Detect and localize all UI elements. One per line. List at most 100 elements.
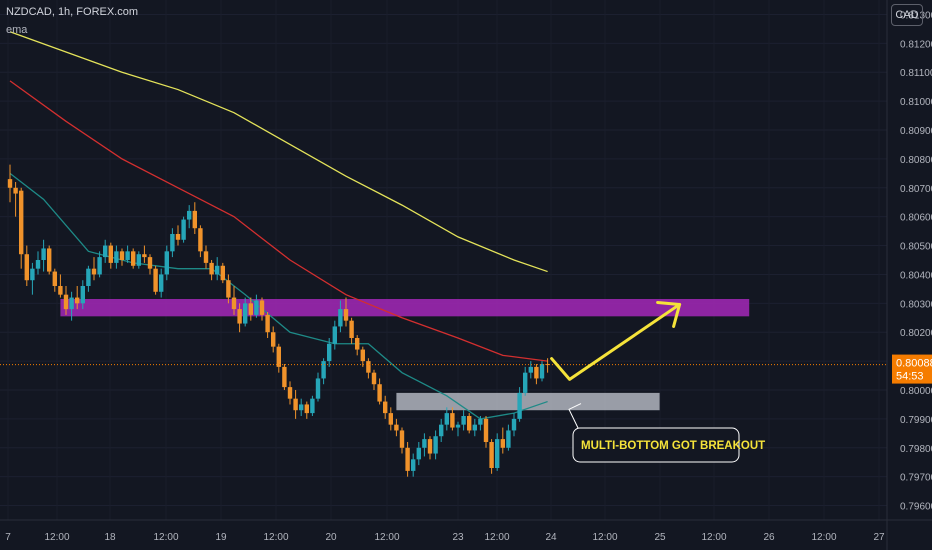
price-tag-bg	[892, 354, 932, 384]
candle-body	[198, 228, 203, 252]
projection-arrow	[550, 300, 682, 381]
candle-body	[136, 254, 141, 266]
candle-body	[159, 274, 164, 292]
candle-body	[248, 303, 253, 315]
candle-body	[30, 268, 35, 281]
candle-body	[371, 372, 377, 385]
candle-body	[506, 430, 511, 448]
candle-body	[299, 404, 304, 411]
candle-body	[450, 413, 455, 428]
candle-body	[254, 300, 259, 315]
candle-body	[472, 424, 477, 431]
candle-body	[304, 404, 309, 414]
callout-box	[572, 427, 740, 463]
candle-body	[332, 326, 337, 344]
candle-body	[534, 366, 539, 379]
candle-body	[511, 418, 517, 431]
candle-body	[282, 366, 287, 388]
candle-body	[69, 297, 74, 310]
candle-body	[226, 280, 231, 298]
candle-body	[287, 387, 293, 399]
candle-body	[495, 439, 500, 468]
time-tick-label: 25	[654, 532, 666, 543]
candle-body	[411, 459, 416, 471]
candle-body	[24, 254, 29, 281]
candle-body	[203, 251, 209, 263]
candle-body	[271, 332, 276, 347]
candle-body	[327, 343, 332, 362]
candle-body	[355, 338, 360, 350]
candles-layer	[7, 164, 550, 477]
time-tick-label: 12:00	[811, 532, 836, 543]
candle-body	[405, 447, 410, 471]
candle-body	[13, 187, 18, 194]
ema-line	[9, 31, 548, 273]
price-tag-value: 0.80088	[896, 358, 932, 370]
candle-body	[187, 210, 192, 220]
candle-body	[243, 303, 248, 324]
candle-body	[108, 245, 113, 263]
candle-body	[383, 401, 388, 414]
candle-body	[517, 392, 522, 419]
candle-body	[315, 378, 321, 399]
candle-body	[539, 364, 545, 379]
candle-body	[366, 361, 371, 373]
candle-body	[119, 251, 125, 260]
candle-body	[19, 190, 24, 255]
candle-body	[377, 384, 382, 402]
candle-body	[97, 257, 102, 275]
symbol-title[interactable]: NZDCAD, 1h, FOREX.com	[6, 6, 139, 18]
candle-body	[399, 430, 405, 448]
candle-body	[523, 372, 528, 393]
candle-body	[416, 447, 421, 460]
candle-body	[35, 260, 41, 269]
time-tick-label: 12:00	[701, 532, 726, 543]
time-tick-label: 19	[215, 532, 227, 543]
candle-body	[215, 265, 220, 275]
candle-body	[427, 439, 433, 454]
candle-body	[41, 248, 46, 260]
candle-body	[439, 424, 444, 437]
candle-body	[489, 442, 494, 468]
candle-body	[209, 262, 214, 275]
candle-body	[237, 309, 242, 324]
time-tick-label: 12:00	[44, 532, 69, 543]
candle-body	[80, 286, 85, 304]
ema-line	[9, 80, 548, 362]
candle-body	[220, 265, 225, 281]
candle-body	[276, 346, 281, 367]
time-tick-label: 18	[104, 532, 116, 543]
price-tag: 0.80088 54:53	[892, 354, 932, 384]
candle-body	[86, 268, 91, 286]
candle-body	[338, 309, 343, 327]
candle-body	[47, 248, 52, 272]
currency-button[interactable]: CAD	[891, 4, 923, 26]
candle-body	[52, 271, 57, 286]
candle-body	[181, 219, 186, 240]
price-tick-label: 0.81100	[900, 68, 932, 79]
candle-body	[58, 286, 63, 295]
candle-body	[360, 349, 365, 362]
ema-line	[9, 172, 548, 420]
time-axis[interactable]: 7 12:00 18 12:00 19 12:00 20 12:00 23 12:00 24 12:0…	[0, 519, 932, 543]
candle-body	[343, 309, 349, 321]
candle-body	[175, 234, 181, 240]
indicator-label[interactable]: ema	[6, 24, 28, 36]
time-tick-label: 7	[5, 532, 11, 543]
candle-body	[455, 424, 461, 428]
candle-body	[91, 268, 97, 275]
candle-body	[164, 251, 169, 275]
candle-body	[114, 251, 119, 263]
candle-body	[467, 416, 472, 431]
time-tick-label: 27	[873, 532, 885, 543]
time-tick-label: 12:00	[263, 532, 288, 543]
